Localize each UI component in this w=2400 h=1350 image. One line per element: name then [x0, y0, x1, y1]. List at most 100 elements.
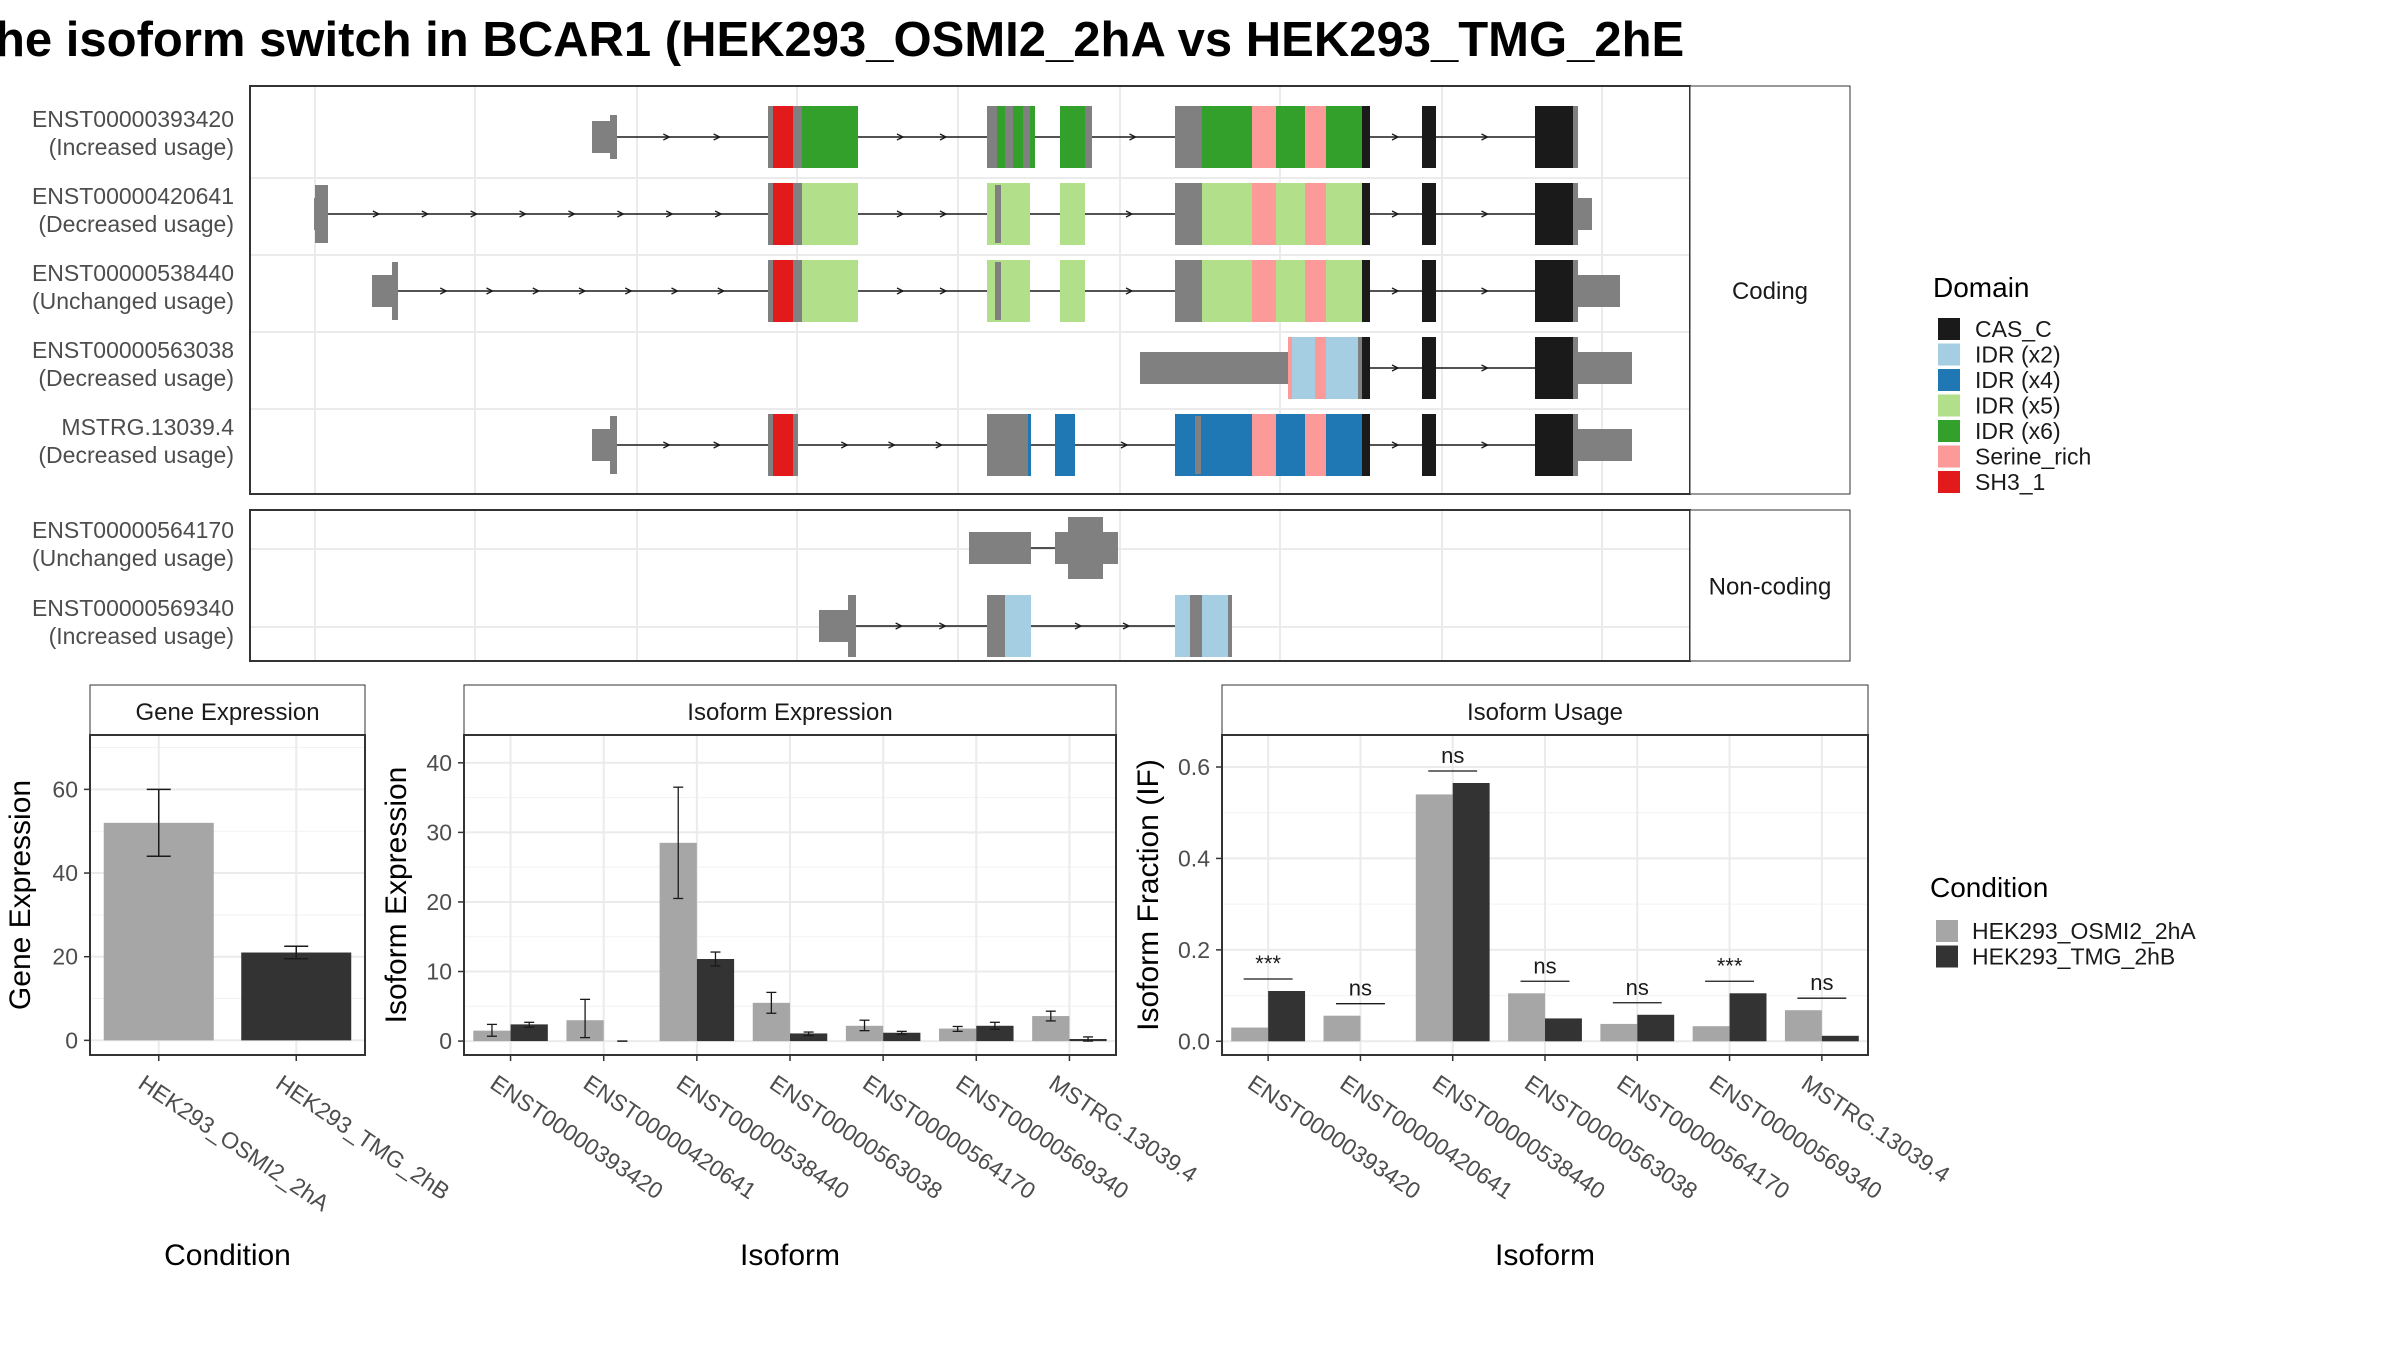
exon-coding: [1060, 106, 1085, 168]
exon-coding: [773, 414, 793, 476]
legend-key: [1938, 318, 1960, 340]
significance-label: ns: [1810, 970, 1833, 995]
x-tick-label: ENST00000563038: [765, 1070, 947, 1205]
y-tick-label: 0.2: [1178, 937, 1210, 963]
panel-title: Gene Expression: [135, 699, 319, 726]
x-tick-label: ENST00000538440: [1428, 1070, 1610, 1205]
x-tick-label: ENST00000569340: [951, 1070, 1133, 1205]
bar: [510, 1024, 548, 1042]
significance-label: ***: [1255, 951, 1281, 976]
intron-arrow: [1481, 364, 1489, 372]
exon-coding: [1573, 260, 1578, 322]
y-tick-label: 0: [65, 1027, 78, 1053]
x-axis-title: Isoform: [740, 1239, 840, 1272]
exon-coding: [1535, 260, 1573, 322]
bar: [1600, 1023, 1638, 1042]
intron-arrow: [568, 210, 576, 218]
exon-coding: [1362, 106, 1370, 168]
intron-arrow: [421, 210, 430, 218]
exon-coding: [1362, 337, 1370, 399]
panel-strip: [89, 684, 366, 736]
bar: [103, 822, 214, 1041]
coding-panel: Coding: [249, 85, 1851, 495]
legend-key: [1936, 945, 1958, 968]
coding-panel-bg: [250, 86, 1690, 494]
panel-strip: [463, 684, 1117, 736]
exon-coding: [1030, 106, 1035, 168]
intron-arrow: [1481, 287, 1489, 295]
y-tick-label: 0.0: [1178, 1028, 1210, 1054]
transcript-label: MSTRG.13039.4: [61, 414, 234, 440]
intron-arrow: [895, 622, 904, 630]
bar: [1231, 1027, 1269, 1042]
intron-arrow: [663, 441, 671, 449]
transcript-usage: (Unchanged usage): [32, 288, 234, 314]
exon-coding: [1535, 106, 1573, 168]
exon-coding: [802, 106, 858, 168]
exon-coding: [1362, 183, 1370, 245]
exon-block: [610, 115, 617, 159]
exon-coding: [1362, 260, 1370, 322]
intron-arrow: [1120, 441, 1129, 449]
significance-label: ns: [1626, 975, 1649, 1000]
exon-utr: [1140, 352, 1290, 384]
transcript-usage: (Decreased usage): [38, 442, 234, 468]
bar: [1821, 1035, 1859, 1042]
legend-key: [1938, 394, 1960, 417]
exon-coding: [793, 260, 802, 322]
exon-sliver: [1195, 185, 1201, 243]
intron-arrow: [1391, 364, 1400, 372]
exon-coding: [1422, 106, 1436, 168]
transcript-ENST00000393420: [592, 106, 1578, 168]
x-tick-label: MSTRG.13039.4: [1045, 1070, 1203, 1188]
significance-label: ns: [1349, 976, 1372, 1001]
intron-arrow: [717, 287, 726, 295]
intron-arrow: [663, 133, 671, 141]
x-tick-label: ENST00000569340: [1705, 1070, 1887, 1205]
transcript-MSTRG.13039.4: [592, 414, 1632, 476]
exon-coding: [1028, 414, 1031, 476]
exon-coding: [793, 183, 802, 245]
x-tick-label: ENST00000564170: [1612, 1070, 1794, 1205]
exon-coding: [1228, 595, 1232, 657]
exon-coding: [768, 106, 773, 168]
intron-arrow: [372, 210, 381, 218]
bar: [790, 1033, 828, 1042]
exon-coding: [1276, 260, 1305, 322]
exon-coding: [987, 414, 1028, 476]
intron-arrow: [617, 210, 625, 218]
bar: [1508, 993, 1545, 1042]
x-tick-label: ENST00000563038: [1520, 1070, 1702, 1205]
legend-key: [1938, 369, 1960, 391]
exon-coding: [1175, 595, 1190, 657]
bar: [883, 1032, 921, 1042]
significance-label: ns: [1533, 953, 1556, 978]
transcript-ENST00000538440: [372, 260, 1620, 322]
exon-coding: [987, 260, 1030, 322]
exon-coding: [987, 595, 1005, 657]
transcript-usage: (Increased usage): [49, 623, 234, 649]
exon-coding: [793, 414, 798, 476]
y-tick-label: 60: [52, 776, 78, 802]
intron-arrow: [713, 133, 722, 141]
exon-sliver: [1195, 262, 1201, 320]
exon-utr: [314, 198, 322, 230]
intron-arrow: [665, 210, 674, 218]
intron-arrow: [1481, 133, 1489, 141]
intron-arrow: [939, 622, 947, 630]
x-tick-label: ENST00000564170: [858, 1070, 1040, 1205]
intron-arrow: [888, 441, 896, 449]
exon-utr: [1578, 429, 1632, 461]
transcript-ENST00000563038: [1140, 337, 1632, 399]
legend-label: CAS_C: [1975, 316, 2052, 342]
intron-arrow: [939, 287, 948, 295]
intron-arrow: [1125, 210, 1134, 218]
exon-utr: [1578, 275, 1620, 307]
bar: [1637, 1014, 1675, 1042]
coding-panel-strip-label: Coding: [1732, 278, 1808, 305]
x-tick-label: MSTRG.13039.4: [1797, 1070, 1955, 1188]
exon-sliver: [995, 262, 1001, 320]
exon-coding: [1358, 337, 1362, 399]
y-tick-label: 40: [52, 860, 78, 886]
